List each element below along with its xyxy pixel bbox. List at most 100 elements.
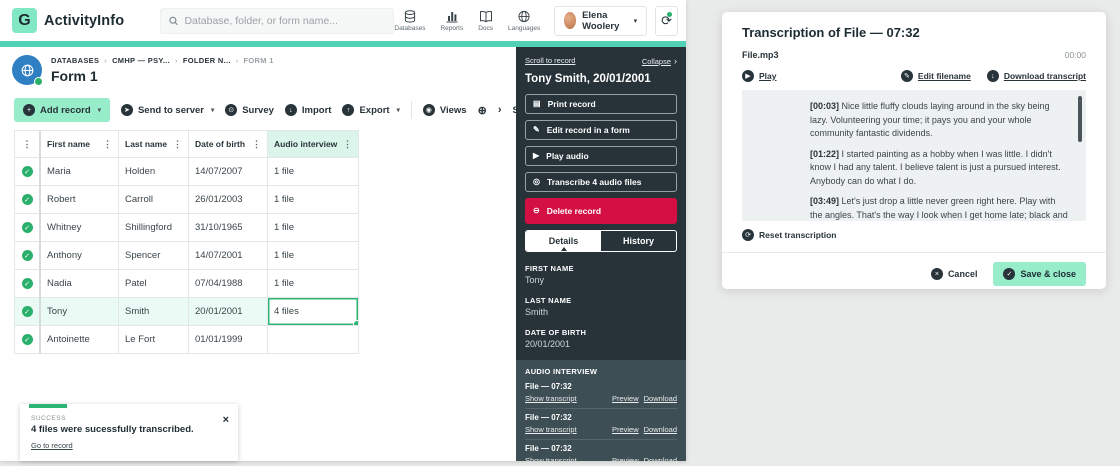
row-status-cell[interactable]: ✓: [15, 270, 41, 298]
transcript-scrollbar[interactable]: [1078, 96, 1082, 142]
download-link[interactable]: Download: [643, 456, 677, 461]
cell-date-of-birth[interactable]: 14/07/2007: [189, 158, 268, 186]
cell-date-of-birth[interactable]: 26/01/2003: [189, 186, 268, 214]
import-button[interactable]: ↓ Import: [284, 104, 331, 116]
edit-filename-button[interactable]: ✎ Edit filename: [900, 70, 971, 82]
action-label: Delete record: [546, 206, 602, 216]
show-transcript-link[interactable]: Show transcript: [525, 394, 577, 403]
cell-date-of-birth[interactable]: 01/01/1999: [189, 326, 268, 354]
cell-first-name[interactable]: Anthony: [41, 242, 119, 270]
save-and-close-button[interactable]: ✓ Save & close: [993, 262, 1086, 286]
transcribe-audio-button[interactable]: ◎ Transcribe 4 audio files: [525, 172, 677, 192]
export-button[interactable]: ↑ Export ▾: [342, 104, 400, 116]
column-header-first-name[interactable]: First name ⋮: [41, 131, 119, 158]
cell-last-name[interactable]: Patel: [119, 270, 189, 298]
cell-first-name[interactable]: Whitney: [41, 214, 119, 242]
cell-last-name[interactable]: Le Fort: [119, 326, 189, 354]
add-record-button[interactable]: + Add record ▾: [14, 98, 110, 122]
cell-audio-interview[interactable]: 1 file: [268, 214, 359, 242]
preview-link[interactable]: Preview: [611, 456, 639, 461]
views-label: Views: [439, 104, 467, 116]
nav-reports[interactable]: Reports: [440, 10, 463, 32]
cell-last-name[interactable]: Holden: [119, 158, 189, 186]
tab-details[interactable]: Details: [526, 231, 601, 251]
cell-date-of-birth[interactable]: 31/10/1965: [189, 214, 268, 242]
cell-audio-interview[interactable]: 1 file: [268, 270, 359, 298]
print-record-button[interactable]: ▤ Print record: [525, 94, 677, 114]
collapse-panel-link[interactable]: Collapse ›: [642, 56, 677, 66]
row-status-cell[interactable]: ✓: [15, 326, 41, 354]
download-link[interactable]: Download: [643, 425, 677, 434]
row-status-cell[interactable]: ✓: [15, 214, 41, 242]
cell-first-name[interactable]: Nadia: [41, 270, 119, 298]
column-header-audio[interactable]: Audio interview ⋮: [268, 131, 359, 158]
toast-progress-bar: [29, 404, 67, 408]
collapse-label: Collapse: [641, 56, 671, 66]
show-transcript-link[interactable]: Show transcript: [525, 425, 577, 434]
cell-last-name[interactable]: Shillingford: [119, 214, 189, 242]
transcript-box[interactable]: [00:03] Nice little fluffy clouds laying…: [742, 90, 1086, 221]
download-link[interactable]: Download: [643, 394, 677, 403]
toolbar-overflow-chevron[interactable]: ›: [497, 104, 502, 116]
play-button[interactable]: ▶ Play: [742, 70, 777, 82]
cell-last-name[interactable]: Smith: [119, 298, 189, 326]
cell-audio-interview[interactable]: 1 file: [268, 186, 359, 214]
reset-transcription-button[interactable]: ⟳ Reset transcription: [742, 229, 1086, 241]
cell-first-name[interactable]: Antoinette: [41, 326, 119, 354]
language-button[interactable]: ⊕: [478, 104, 487, 117]
search-input[interactable]: [184, 14, 386, 27]
column-header-dob[interactable]: Date of birth ⋮: [189, 131, 268, 158]
transcript-timestamp: [00:03]: [810, 101, 840, 111]
row-status-cell[interactable]: ✓: [15, 158, 41, 186]
nav-languages[interactable]: Languages: [508, 10, 540, 32]
cell-last-name[interactable]: Spencer: [119, 242, 189, 270]
cell-date-of-birth[interactable]: 07/04/1988: [189, 270, 268, 298]
breadcrumb-item[interactable]: FOLDER N...: [170, 56, 231, 65]
send-to-server-button[interactable]: ➤ Send to server ▾: [120, 104, 214, 116]
preview-link[interactable]: Preview: [611, 425, 639, 434]
close-icon[interactable]: ×: [222, 414, 229, 426]
field-label: LAST NAME: [525, 296, 572, 305]
check-icon: ✓: [21, 306, 33, 317]
column-header-last-name[interactable]: Last name ⋮: [119, 131, 189, 158]
cell-first-name[interactable]: Tony: [41, 298, 119, 326]
table-row: ✓ Antoinette Le Fort 01/01/1999: [15, 326, 359, 354]
tab-history[interactable]: History: [622, 236, 654, 246]
cell-first-name[interactable]: Robert: [41, 186, 119, 214]
cell-first-name[interactable]: Maria: [41, 158, 119, 186]
row-status-cell[interactable]: ✓: [15, 186, 41, 214]
cell-audio-interview[interactable]: [268, 326, 359, 354]
row-status-cell[interactable]: ✓: [15, 242, 41, 270]
download-transcript-button[interactable]: ↓ Download transcript: [986, 70, 1086, 82]
breadcrumb-item[interactable]: DATABASES: [51, 56, 100, 65]
cell-date-of-birth[interactable]: 14/07/2001: [189, 242, 268, 270]
cancel-button[interactable]: × Cancel: [930, 268, 977, 280]
record-field: FIRST NAME Tony: [525, 264, 677, 285]
views-button[interactable]: ◉ Views: [422, 104, 467, 116]
cell-date-of-birth[interactable]: 20/01/2001: [189, 298, 268, 326]
edit-record-button[interactable]: ✎ Edit record in a form: [525, 120, 677, 140]
sync-button[interactable]: ⟳: [655, 5, 678, 36]
row-status-cell[interactable]: ✓: [15, 298, 41, 326]
cell-last-name[interactable]: Carroll: [119, 186, 189, 214]
nav-docs[interactable]: Docs: [478, 10, 493, 32]
survey-button[interactable]: ⊙ Survey: [225, 104, 274, 116]
user-menu[interactable]: Elena Woolery ▾: [554, 5, 648, 36]
docs-icon: [479, 10, 492, 22]
table-header-menu[interactable]: ⋮: [15, 131, 41, 158]
cell-audio-interview[interactable]: 1 file: [268, 242, 359, 270]
scroll-to-record-link[interactable]: Scroll to record: [525, 56, 576, 65]
cell-audio-interview[interactable]: 4 files: [268, 298, 359, 326]
play-audio-button[interactable]: ▶ Play audio: [525, 146, 677, 166]
check-icon: ✓: [21, 278, 33, 289]
breadcrumb-item[interactable]: FORM 1: [231, 56, 274, 65]
show-transcript-link[interactable]: Show transcript: [525, 456, 577, 461]
delete-record-button[interactable]: ⊖ Delete record: [525, 198, 677, 224]
cell-audio-interview[interactable]: 1 file: [268, 158, 359, 186]
app-logo[interactable]: G ActivityInfo: [12, 8, 124, 33]
go-to-record-link[interactable]: Go to record: [31, 441, 73, 450]
global-search[interactable]: [160, 7, 395, 34]
preview-link[interactable]: Preview: [611, 394, 639, 403]
breadcrumb-item[interactable]: CMHP — PSY...: [99, 56, 170, 65]
nav-databases[interactable]: Databases: [394, 9, 425, 32]
